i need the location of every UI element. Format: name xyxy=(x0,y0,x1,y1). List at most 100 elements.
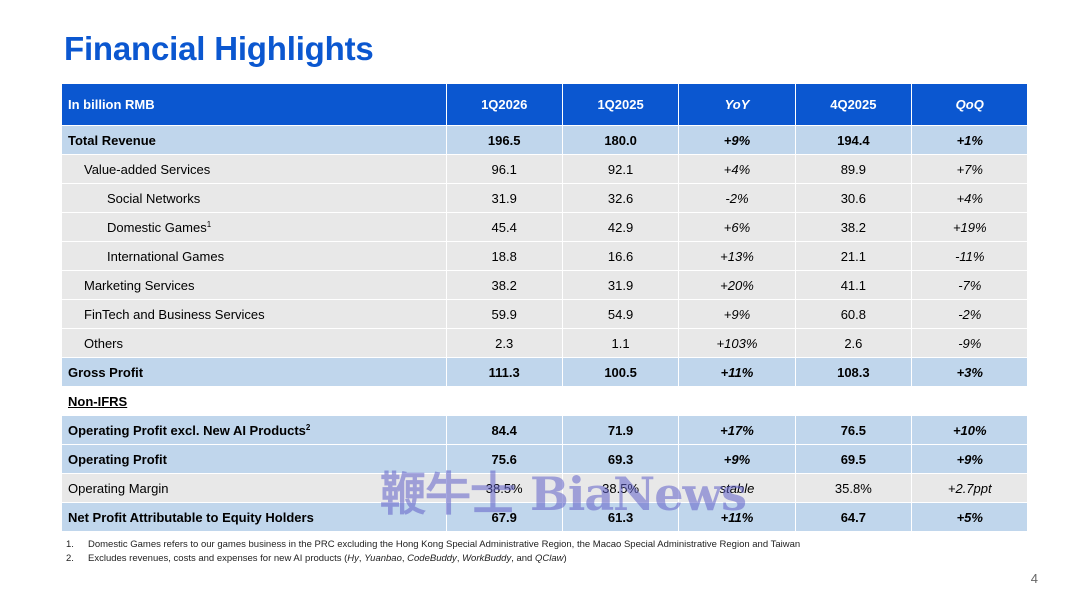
footnotes: 1. Domestic Games refers to our games bu… xyxy=(66,538,800,566)
page-title: Financial Highlights xyxy=(64,30,374,67)
cell-empty xyxy=(562,386,680,416)
page-number: 4 xyxy=(1030,571,1038,586)
row-label: Operating Profit excl. New AI Products xyxy=(68,422,306,438)
cell-yoy: +9% xyxy=(678,299,796,329)
table-row-total-revenue: Total Revenue 196.5 180.0 +9% 194.4 +1% xyxy=(62,125,1029,155)
cell-1q2026: 96.1 xyxy=(446,154,563,184)
cell-1q2025: 32.6 xyxy=(562,183,680,213)
cell-1q2025: 38.5% xyxy=(562,473,680,503)
row-label: International Games xyxy=(62,241,447,271)
header-unit: In billion RMB xyxy=(62,84,447,126)
product-name: WorkBuddy xyxy=(462,553,512,564)
footnote-suffix: ) xyxy=(563,553,567,564)
cell-yoy: stable xyxy=(678,473,796,503)
product-name: Yuanbao xyxy=(364,553,402,564)
table-row-operating-profit: Operating Profit 75.6 69.3 +9% 69.5 +9% xyxy=(62,444,1029,474)
cell-1q2025: 54.9 xyxy=(562,299,680,329)
financial-table: In billion RMB 1Q2026 1Q2025 YoY 4Q2025 … xyxy=(62,84,1029,531)
section-heading-non-ifrs: Non-IFRS xyxy=(68,393,128,409)
row-label: Value-added Services xyxy=(62,154,447,184)
header-1q2025: 1Q2025 xyxy=(562,84,680,126)
footnote-text: Excludes revenues, costs and expenses fo… xyxy=(88,552,567,566)
cell-yoy: -2% xyxy=(678,183,796,213)
header-qoq: QoQ xyxy=(911,84,1029,126)
cell-1q2026: 111.3 xyxy=(446,357,563,387)
footnote-1: 1. Domestic Games refers to our games bu… xyxy=(66,538,800,552)
footnote-prefix: Excludes revenues, costs and expenses fo… xyxy=(88,553,348,564)
cell-qoq: -9% xyxy=(911,328,1029,358)
cell-qoq: +10% xyxy=(911,415,1029,445)
cell-1q2025: 61.3 xyxy=(562,502,680,531)
cell-4q2025: 38.2 xyxy=(795,212,913,242)
cell-4q2025: 69.5 xyxy=(795,444,913,474)
row-label: Domestic Games xyxy=(107,219,207,235)
cell-yoy: +13% xyxy=(678,241,796,271)
row-label: Others xyxy=(62,328,447,358)
table-row-social-networks: Social Networks 31.9 32.6 -2% 30.6 +4% xyxy=(62,183,1029,213)
cell-4q2025: 30.6 xyxy=(795,183,913,213)
separator: , xyxy=(456,553,463,564)
cell-yoy: +4% xyxy=(678,154,796,184)
cell-1q2026: 2.3 xyxy=(446,328,563,358)
cell-yoy: +9% xyxy=(678,444,796,474)
cell-1q2026: 196.5 xyxy=(446,125,563,155)
separator: , xyxy=(401,553,408,564)
cell-1q2026: 84.4 xyxy=(446,415,563,445)
table-header-row: In billion RMB 1Q2026 1Q2025 YoY 4Q2025 … xyxy=(62,84,1029,126)
table-row-operating-margin: Operating Margin 38.5% 38.5% stable 35.8… xyxy=(62,473,1029,503)
row-label: Operating Margin xyxy=(62,473,447,503)
cell-4q2025: 108.3 xyxy=(795,357,913,387)
table-row-non-ifrs-heading: Non-IFRS xyxy=(62,386,1029,416)
cell-empty xyxy=(911,386,1029,416)
row-label: Total Revenue xyxy=(62,125,447,155)
cell-qoq: -2% xyxy=(911,299,1029,329)
cell-1q2025: 92.1 xyxy=(562,154,680,184)
row-label-cell: Non-IFRS xyxy=(62,386,447,416)
cell-yoy: +11% xyxy=(678,357,796,387)
cell-yoy: +9% xyxy=(678,125,796,155)
cell-yoy: +11% xyxy=(678,502,796,531)
row-label: Gross Profit xyxy=(62,357,447,387)
row-label: FinTech and Business Services xyxy=(62,299,447,329)
table-row-value-added-services: Value-added Services 96.1 92.1 +4% 89.9 … xyxy=(62,154,1029,184)
cell-1q2025: 16.6 xyxy=(562,241,680,271)
row-label: Social Networks xyxy=(62,183,447,213)
cell-1q2026: 18.8 xyxy=(446,241,563,271)
footnote-marker-2: 2 xyxy=(305,422,311,432)
cell-qoq: -7% xyxy=(911,270,1029,300)
cell-qoq: -11% xyxy=(911,241,1029,271)
cell-1q2026: 38.5% xyxy=(446,473,563,503)
cell-4q2025: 2.6 xyxy=(795,328,913,358)
table-row-gross-profit: Gross Profit 111.3 100.5 +11% 108.3 +3% xyxy=(62,357,1029,387)
cell-yoy: +20% xyxy=(678,270,796,300)
separator: , xyxy=(358,553,365,564)
header-yoy: YoY xyxy=(678,84,796,126)
cell-4q2025: 89.9 xyxy=(795,154,913,184)
row-label: Net Profit Attributable to Equity Holder… xyxy=(62,502,447,531)
cell-qoq: +4% xyxy=(911,183,1029,213)
cell-1q2026: 59.9 xyxy=(446,299,563,329)
table-row-domestic-games: Domestic Games1 45.4 42.9 +6% 38.2 +19% xyxy=(62,212,1029,242)
cell-1q2026: 45.4 xyxy=(446,212,563,242)
cell-empty xyxy=(795,386,913,416)
header-4q2025: 4Q2025 xyxy=(795,84,913,126)
cell-1q2025: 31.9 xyxy=(562,270,680,300)
footnote-text: Domestic Games refers to our games busin… xyxy=(88,539,801,550)
cell-4q2025: 21.1 xyxy=(795,241,913,271)
footnote-number: 2. xyxy=(66,553,74,564)
cell-qoq: +1% xyxy=(911,125,1029,155)
cell-qoq: +2.7ppt xyxy=(911,473,1029,503)
cell-4q2025: 194.4 xyxy=(795,125,913,155)
cell-4q2025: 35.8% xyxy=(795,473,913,503)
product-name: Hy xyxy=(347,553,359,564)
cell-1q2026: 38.2 xyxy=(446,270,563,300)
separator: , and xyxy=(511,553,535,564)
row-label-cell: Operating Profit excl. New AI Products2 xyxy=(62,415,447,445)
cell-1q2026: 31.9 xyxy=(446,183,563,213)
table-row-net-profit: Net Profit Attributable to Equity Holder… xyxy=(62,502,1029,531)
row-label: Marketing Services xyxy=(62,270,447,300)
cell-1q2025: 42.9 xyxy=(562,212,680,242)
table-row-international-games: International Games 18.8 16.6 +13% 21.1 … xyxy=(62,241,1029,271)
table-row-marketing-services: Marketing Services 38.2 31.9 +20% 41.1 -… xyxy=(62,270,1029,300)
cell-1q2025: 69.3 xyxy=(562,444,680,474)
